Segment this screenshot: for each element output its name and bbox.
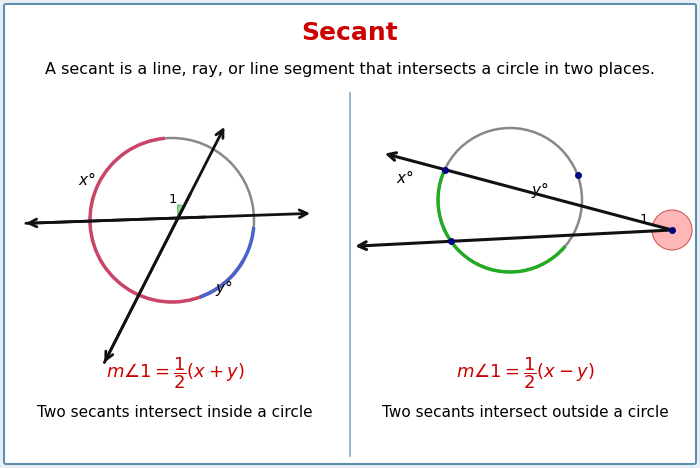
Wedge shape (652, 210, 692, 250)
Text: $x°$: $x°$ (396, 169, 414, 187)
Text: Two secants intersect outside a circle: Two secants intersect outside a circle (382, 405, 668, 421)
Text: 1: 1 (169, 193, 177, 206)
Text: $y°$: $y°$ (531, 180, 549, 200)
Text: $m\angle 1=\dfrac{1}{2}(x-y)$: $m\angle 1=\dfrac{1}{2}(x-y)$ (456, 355, 594, 391)
Text: $x°$: $x°$ (78, 171, 96, 189)
Text: A secant is a line, ray, or line segment that intersects a circle in two places.: A secant is a line, ray, or line segment… (45, 63, 655, 78)
Wedge shape (178, 205, 184, 218)
FancyBboxPatch shape (4, 4, 696, 464)
Text: Secant: Secant (302, 21, 398, 45)
Text: $y°$: $y°$ (215, 278, 233, 298)
Text: Two secants intersect inside a circle: Two secants intersect inside a circle (37, 405, 313, 421)
Text: 1: 1 (640, 213, 648, 227)
Text: $m\angle 1=\dfrac{1}{2}(x+y)$: $m\angle 1=\dfrac{1}{2}(x+y)$ (106, 355, 244, 391)
